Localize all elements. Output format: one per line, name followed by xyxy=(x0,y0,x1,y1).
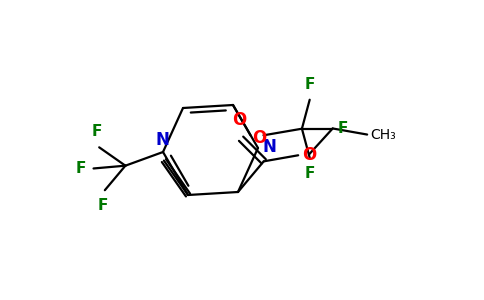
Text: CH₃: CH₃ xyxy=(370,128,396,142)
Text: F: F xyxy=(92,124,103,139)
Text: F: F xyxy=(98,198,108,213)
Text: O: O xyxy=(302,146,317,164)
Text: O: O xyxy=(232,111,246,129)
Text: N: N xyxy=(156,131,170,149)
Text: F: F xyxy=(304,166,315,181)
Text: N: N xyxy=(262,138,276,156)
Text: O: O xyxy=(253,129,267,147)
Text: F: F xyxy=(304,77,315,92)
Text: F: F xyxy=(338,121,348,136)
Text: F: F xyxy=(75,161,86,176)
